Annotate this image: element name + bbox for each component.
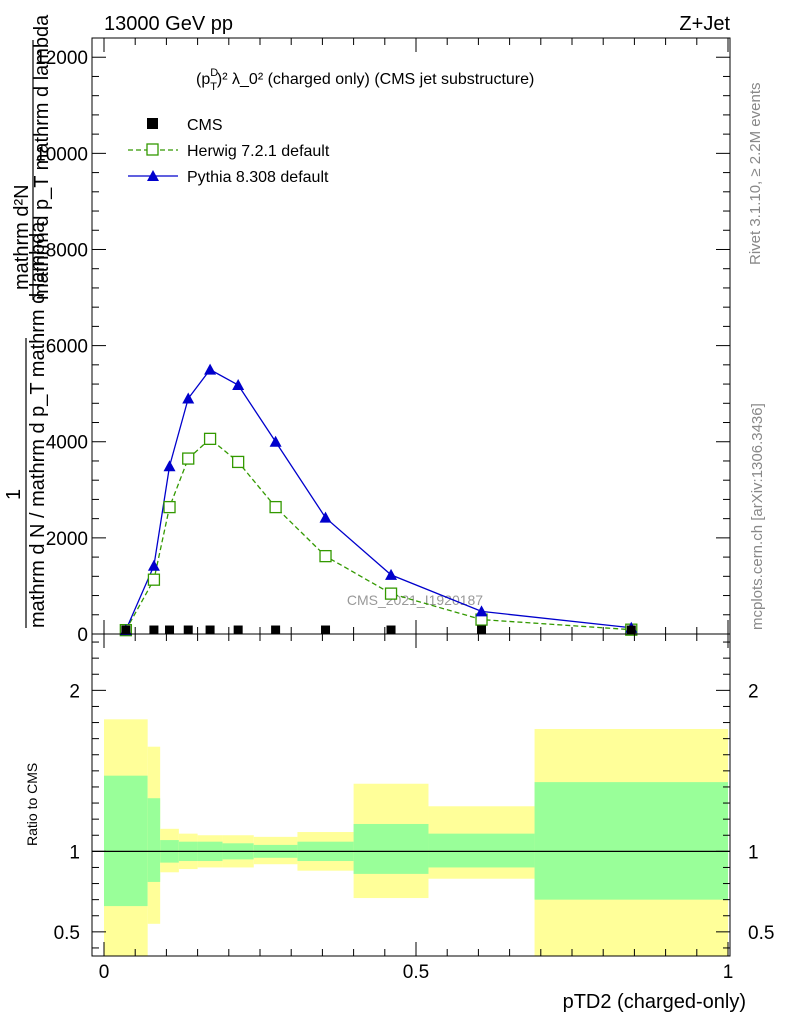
- ratio-inner-band: [428, 833, 535, 868]
- legend-marker-pythia: [147, 170, 159, 181]
- cms-point: [477, 625, 487, 634]
- pythia-point: [475, 605, 488, 617]
- watermark: CMS_2021_I1920187: [347, 592, 483, 608]
- ratio-y-tick-label: 2: [69, 681, 80, 702]
- pythia-point: [147, 559, 160, 571]
- cms-point: [205, 625, 215, 634]
- pythia-point: [204, 363, 217, 375]
- x-tick-label: 1: [723, 962, 734, 983]
- ratio-inner-band: [147, 798, 161, 882]
- cms-point: [233, 625, 243, 634]
- main-plot: 0 2000 4000 6000 8000 10000 12000 CMS_2021_I19…: [3, 14, 731, 646]
- rivet-label: Rivet 3.1.10, ≥ 2.2M events: [747, 83, 764, 266]
- pythia-point: [269, 435, 282, 447]
- ratio-plot: 0.5 0.51 12 2 0 0.5 1 Ratio to CMS: [24, 633, 774, 983]
- cms-point: [183, 625, 193, 634]
- ratio-frame: [91, 633, 731, 957]
- legend-label-cms: CMS: [187, 117, 223, 134]
- pythia-point: [182, 392, 195, 404]
- legend-marker-cms: [147, 118, 158, 129]
- pythia-point: [163, 460, 176, 472]
- pythia-point: [319, 511, 332, 523]
- y-label-bottom: mathrm d N / mathrm d p_T mathrm d lambd…: [27, 221, 49, 628]
- ratio-y-tick-label: 1: [69, 842, 80, 863]
- legend-marker-herwig: [146, 143, 159, 156]
- herwig-point: [163, 500, 176, 514]
- y-label-denom: mathrm d p_T mathrm d lambda: [31, 14, 53, 300]
- herwig-point: [319, 549, 332, 563]
- main-y-tick-label: 0: [77, 625, 88, 646]
- ratio-inner-band: [353, 823, 429, 874]
- herwig-point: [232, 455, 245, 469]
- main-y-tick-label: 12000: [35, 48, 88, 69]
- main-y-tick-label: 4000: [46, 433, 88, 454]
- y-label-numer: mathrm d²N: [11, 184, 33, 290]
- legend: CMS Herwig 7.2.1 default Pythia 8.308 de…: [128, 117, 330, 186]
- herwig-point: [384, 587, 398, 600]
- ratio-y-tick-label-right: 1: [748, 842, 759, 863]
- ratio-y-tick-label-right: 2: [748, 681, 759, 702]
- x-axis-label: pTD2 (charged-only): [563, 991, 746, 1013]
- herwig-point: [269, 500, 282, 514]
- herwig-point: [147, 573, 161, 586]
- header-left: 13000 GeV pp: [104, 13, 233, 35]
- ratio-y-label: Ratio to CMS: [24, 763, 40, 846]
- x-tick-label: 0: [99, 962, 110, 983]
- ratio-y-axis: 0.5 0.5 1 1 2 2: [54, 641, 774, 949]
- herwig-point: [203, 432, 217, 446]
- cms-point: [149, 625, 159, 634]
- ratio-inner-band: [534, 782, 728, 900]
- ratio-y-tick-label: 0.5: [54, 923, 80, 944]
- cms-point: [626, 625, 636, 634]
- x-tick-label: 0.5: [403, 962, 429, 983]
- mcplots-label: mcplots.cern.ch [arXiv:1306.3436]: [749, 403, 766, 630]
- cms-point: [121, 625, 131, 634]
- cms-point: [321, 625, 331, 634]
- main-y-tick-label: 2000: [46, 529, 88, 550]
- header-right: Z+Jet: [679, 13, 730, 35]
- cms-point: [271, 625, 281, 634]
- legend-label-pythia: Pythia 8.308 default: [187, 169, 329, 186]
- cms-point: [165, 625, 175, 634]
- plot-title: (pD T)² λ_0² (charged only) (CMS jet subs…: [196, 67, 534, 93]
- legend-label-herwig: Herwig 7.2.1 default: [187, 143, 330, 160]
- main-y-tick-label: 8000: [46, 240, 88, 261]
- main-y-label: mathrm d²N mathrm d p_T mathrm d lambda …: [3, 14, 53, 628]
- herwig-point: [182, 452, 195, 465]
- main-y-tick-label: 6000: [46, 337, 88, 358]
- pythia-point: [232, 379, 245, 391]
- main-y-axis: 0 2000 4000 6000 8000 10000 12000: [35, 48, 730, 646]
- y-label-one: 1: [3, 489, 25, 500]
- ratio-y-tick-label-right: 0.5: [748, 923, 774, 944]
- series-layer: [119, 363, 638, 637]
- main-y-tick-label: 10000: [35, 144, 88, 165]
- pythia-point: [385, 568, 398, 580]
- ratio-bands: [104, 719, 728, 956]
- ratio-inner-band: [104, 775, 148, 907]
- cms-point: [386, 625, 396, 634]
- ratio-x-axis: 0 0.5 1: [99, 634, 734, 983]
